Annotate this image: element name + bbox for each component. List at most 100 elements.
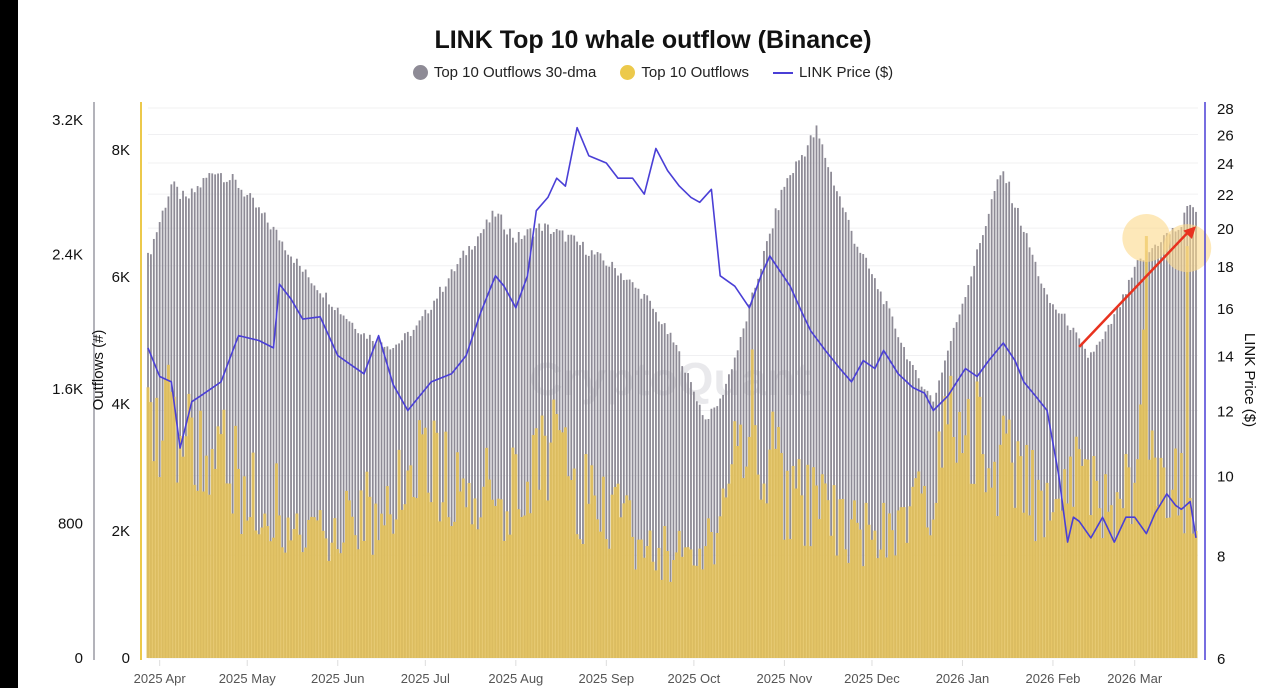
bar-outflows — [1156, 506, 1160, 658]
bar-outflows — [164, 379, 168, 658]
bar-30dma — [663, 323, 666, 658]
bar-30dma — [482, 229, 485, 658]
bar-outflows — [762, 483, 766, 658]
bar-outflows — [493, 505, 497, 658]
x-tick-label: 2026 Mar — [1107, 671, 1163, 686]
bar-outflows — [1194, 530, 1198, 658]
bar-outflows — [175, 482, 179, 658]
bar-outflows — [184, 436, 188, 658]
bar-30dma — [596, 252, 599, 658]
bar-outflows — [823, 483, 827, 658]
bar-30dma — [506, 234, 508, 659]
bar-outflows — [1121, 508, 1125, 658]
bar-30dma — [803, 156, 806, 659]
bar-outflows — [201, 491, 205, 658]
bar-30dma — [798, 160, 800, 658]
bar-outflows — [739, 424, 743, 658]
bar-30dma — [847, 219, 850, 659]
bar-outflows — [593, 495, 597, 658]
bar-outflows — [785, 470, 789, 658]
legend-item-outflows[interactable]: Top 10 Outflows — [620, 64, 749, 81]
bar-30dma — [383, 346, 386, 658]
bar-outflows — [981, 454, 985, 658]
bar-outflows — [1147, 459, 1151, 658]
bar-30dma — [827, 167, 830, 658]
bar-30dma — [1101, 339, 1104, 658]
bar-outflows — [353, 535, 357, 658]
bar-outflows — [1153, 457, 1157, 658]
bar-30dma — [1195, 211, 1197, 658]
x-tick-label: 2025 Jun — [311, 671, 365, 686]
bar-30dma — [1017, 207, 1019, 658]
bar-outflows — [537, 489, 541, 658]
bar-30dma — [1028, 247, 1031, 658]
bar-30dma — [152, 238, 155, 658]
bar-outflows — [698, 548, 702, 658]
bar-outflows — [636, 539, 640, 658]
bar-outflows — [216, 426, 220, 658]
bar-outflows — [1054, 499, 1058, 658]
bar-outflows — [642, 557, 646, 658]
bar-outflows — [356, 549, 360, 658]
bar-30dma — [666, 334, 669, 658]
right-tick-label: 16 — [1217, 301, 1234, 318]
bar-outflows — [622, 503, 626, 658]
bar-30dma — [926, 390, 929, 658]
bar-30dma — [821, 144, 824, 658]
bar-30dma — [856, 246, 859, 659]
bar-outflows — [464, 507, 468, 658]
bar-outflows — [350, 516, 354, 658]
bar-outflows — [850, 519, 854, 658]
bar-30dma — [981, 235, 984, 659]
bar-30dma — [768, 233, 771, 658]
bar-outflows — [333, 518, 337, 658]
bar-30dma — [266, 222, 269, 659]
bar-outflows — [321, 530, 325, 658]
bar-30dma — [339, 314, 342, 658]
bar-30dma — [272, 226, 275, 658]
bar-30dma — [1072, 327, 1075, 658]
bar-30dma — [780, 189, 783, 658]
bar-outflows — [327, 560, 331, 658]
bar-30dma — [681, 366, 684, 658]
bar-30dma — [973, 265, 976, 658]
bar-outflows — [899, 507, 903, 658]
bar-outflows — [517, 509, 521, 658]
bar-outflows — [1176, 515, 1180, 658]
legend-item-price[interactable]: LINK Price ($) — [772, 64, 893, 81]
bar-outflows — [984, 492, 988, 658]
bar-30dma — [1049, 302, 1051, 658]
bar-30dma — [403, 333, 406, 658]
bar-30dma — [517, 232, 520, 658]
bar-outflows — [1025, 444, 1029, 658]
x-tick-label: 2025 Oct — [668, 671, 721, 686]
right-tick-label: 12 — [1217, 404, 1234, 421]
bar-outflows — [1112, 538, 1116, 658]
bar-outflows — [677, 530, 681, 658]
bar-outflows — [336, 549, 340, 658]
bar-30dma — [868, 268, 870, 658]
bar-outflows — [1136, 459, 1140, 658]
bar-outflows — [782, 539, 786, 658]
bar-outflows — [701, 569, 705, 658]
bar-outflows — [415, 498, 419, 658]
right-tick-label: 20 — [1217, 221, 1234, 238]
bar-outflows — [169, 391, 173, 658]
bar-30dma — [617, 275, 619, 658]
bar-30dma — [307, 277, 310, 658]
bar-outflows — [946, 424, 950, 658]
bar-outflows — [1133, 482, 1137, 658]
bar-outflows — [181, 456, 185, 658]
bar-outflows — [1042, 537, 1046, 658]
bar-30dma — [234, 179, 237, 658]
bar-outflows — [400, 509, 404, 658]
bar-30dma — [325, 292, 327, 658]
legend-item-30dma[interactable]: Top 10 Outflows 30-dma — [412, 64, 596, 81]
bar-outflows — [330, 542, 334, 658]
bar-30dma — [509, 228, 511, 658]
bar-outflows — [709, 532, 713, 658]
x-tick-label: 2025 Sep — [578, 671, 634, 686]
bar-outflows — [280, 547, 284, 658]
bar-outflows — [914, 478, 918, 658]
bar-outflows — [476, 529, 480, 658]
